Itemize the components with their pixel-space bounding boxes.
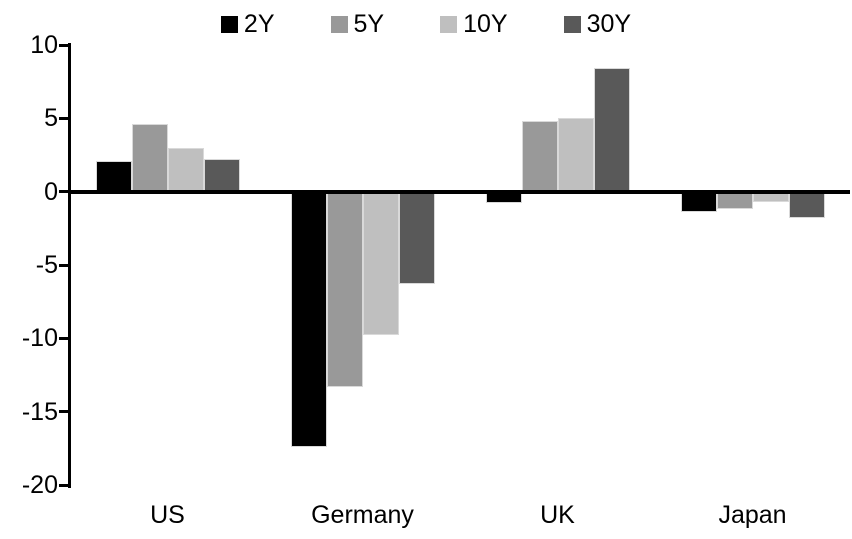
legend-item-30y: 30Y bbox=[563, 10, 632, 38]
bar-germany-30y bbox=[398, 191, 435, 285]
chart-legend: 2Y 5Y 10Y 30Y bbox=[0, 12, 852, 37]
y-axis-tick-label: -5 bbox=[35, 251, 58, 279]
y-axis-tick-label: -20 bbox=[21, 471, 58, 499]
bar-uk-30y bbox=[593, 68, 630, 192]
y-axis-line bbox=[68, 43, 71, 488]
bar-germany-5y bbox=[326, 191, 363, 387]
bar-us-5y bbox=[131, 124, 168, 192]
zero-axis-line bbox=[70, 189, 850, 194]
legend-label-5y: 5Y bbox=[353, 10, 385, 38]
y-axis-tick-label: 10 bbox=[30, 31, 58, 59]
x-axis-label-japan: Japan bbox=[718, 501, 787, 529]
bar-uk-5y bbox=[521, 121, 558, 192]
y-axis-tick bbox=[59, 116, 69, 120]
bar-germany-2y bbox=[290, 191, 327, 447]
y-axis-tick-label: 5 bbox=[44, 104, 58, 133]
bar-japan-30y bbox=[788, 191, 825, 219]
y-axis-tick bbox=[59, 410, 69, 414]
legend-label-2y: 2Y bbox=[243, 10, 275, 38]
y-axis-tick bbox=[59, 483, 69, 487]
legend-item-5y: 5Y bbox=[330, 10, 385, 38]
y-axis-tick-label: 0 bbox=[44, 177, 58, 206]
bar-japan-2y bbox=[680, 191, 717, 213]
y-axis-tick bbox=[59, 43, 69, 47]
y-axis-tick bbox=[59, 336, 69, 340]
legend-item-10y: 10Y bbox=[440, 10, 508, 38]
x-axis-label-uk: UK bbox=[540, 501, 575, 529]
bar-uk-10y bbox=[557, 118, 594, 192]
legend-swatch-30y-icon bbox=[563, 16, 581, 33]
y-axis-tick-label: -10 bbox=[21, 324, 58, 353]
legend-swatch-10y-icon bbox=[440, 16, 458, 33]
bar-us-10y bbox=[167, 147, 204, 192]
legend-item-2y: 2Y bbox=[220, 10, 275, 38]
legend-label-10y: 10Y bbox=[463, 10, 508, 38]
y-axis-tick bbox=[59, 190, 69, 194]
legend-swatch-2y-icon bbox=[220, 16, 238, 33]
bar-japan-5y bbox=[716, 191, 753, 210]
x-axis-label-us: US bbox=[150, 501, 185, 529]
legend-label-30y: 30Y bbox=[586, 10, 632, 38]
bar-us-2y bbox=[95, 160, 132, 192]
y-axis-tick-label: -15 bbox=[21, 397, 58, 426]
x-axis-label-germany: Germany bbox=[311, 501, 414, 529]
bar-germany-10y bbox=[362, 191, 399, 336]
legend-swatch-5y-icon bbox=[330, 16, 348, 33]
y-axis-tick bbox=[59, 263, 69, 267]
bar-us-30y bbox=[203, 159, 240, 192]
